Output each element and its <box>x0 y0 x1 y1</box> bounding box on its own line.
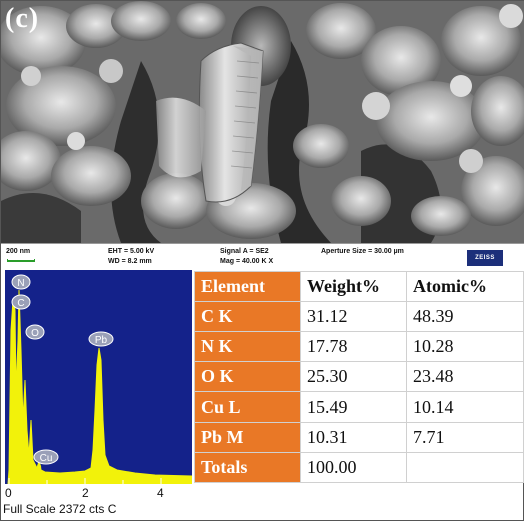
cell-weight: 15.49 <box>300 391 407 423</box>
peak-label-c: C <box>11 294 31 310</box>
cell-element: O K <box>194 361 301 393</box>
peak-label-n: N <box>11 274 31 290</box>
cell-atomic: 10.14 <box>406 391 524 423</box>
table-row: N K 17.78 10.28 <box>194 331 524 363</box>
x-tick-2: 2 <box>82 486 89 500</box>
cell-weight: 25.30 <box>300 361 407 393</box>
spectrum-footer: Full Scale 2372 cts C <box>3 502 117 516</box>
working-distance: WD = 8.2 mm <box>108 258 152 265</box>
table-row: O K 25.30 23.48 <box>194 361 524 393</box>
peak-label-pb: Pb <box>88 331 114 347</box>
cell-atomic: 48.39 <box>406 300 524 333</box>
spectrum-trace <box>7 289 193 485</box>
cell-weight: 31.12 <box>300 300 407 333</box>
cell-atomic: 23.48 <box>406 361 524 393</box>
magnification: Mag = 40.00 K X <box>220 258 274 265</box>
zeiss-logo: ZEISS <box>467 250 503 266</box>
cell-atomic: 10.28 <box>406 331 524 363</box>
sem-micrograph: (c) <box>1 1 524 243</box>
spectrum-plot-area: N C O Pb Cu <box>5 270 193 485</box>
cell-weight: 100.00 <box>300 451 407 484</box>
sem-info-bar: 200 nm EHT = 5.00 kV WD = 8.2 mm Signal … <box>1 243 524 271</box>
x-tick-0: 0 <box>5 486 12 500</box>
svg-text:Pb: Pb <box>95 335 108 346</box>
particle-clusters <box>1 1 524 239</box>
signal-value: Signal A = SE2 <box>220 248 269 255</box>
svg-text:O: O <box>31 328 39 339</box>
cell-atomic: 7.71 <box>406 421 524 453</box>
eht-value: EHT = 5.00 kV <box>108 248 155 255</box>
header-weight: Weight% <box>300 271 407 302</box>
x-tick-4: 4 <box>157 486 164 500</box>
scale-bar <box>7 259 35 262</box>
cell-element: N K <box>194 331 301 363</box>
svg-text:C: C <box>17 298 24 309</box>
svg-text:Cu: Cu <box>40 453 53 464</box>
cell-element: Pb M <box>194 421 301 453</box>
table-row-totals: Totals 100.00 <box>194 451 524 484</box>
rod-crystal <box>156 42 264 203</box>
cell-weight: 17.78 <box>300 331 407 363</box>
cell-element: C K <box>194 300 301 333</box>
spectrum-svg: N C O Pb Cu <box>7 274 193 485</box>
cell-element: Cu L <box>194 391 301 423</box>
table-row: Pb M 10.31 7.71 <box>194 421 524 453</box>
cell-element: Totals <box>194 451 301 484</box>
svg-text:N: N <box>17 278 24 289</box>
scale-bar-label: 200 nm <box>6 248 31 255</box>
peak-label-cu: Cu <box>33 449 59 465</box>
table-blank-area <box>194 484 523 520</box>
panel-label: (c) <box>5 3 40 34</box>
eds-spectrum: N C O Pb Cu <box>1 270 194 520</box>
cell-weight: 10.31 <box>300 421 407 453</box>
table-row: Cu L 15.49 10.14 <box>194 391 524 423</box>
peak-label-o: O <box>25 324 45 340</box>
header-element: Element <box>194 271 301 302</box>
composition-table: Element Weight% Atomic% C K 31.12 48.39 … <box>194 271 524 484</box>
table-row: C K 31.12 48.39 <box>194 300 524 333</box>
cell-atomic <box>406 451 524 484</box>
sem-texture <box>1 1 524 243</box>
table-header-row: Element Weight% Atomic% <box>194 271 524 302</box>
aperture-size: Aperture Size = 30.00 µm <box>321 248 404 255</box>
header-atomic: Atomic% <box>406 271 524 302</box>
